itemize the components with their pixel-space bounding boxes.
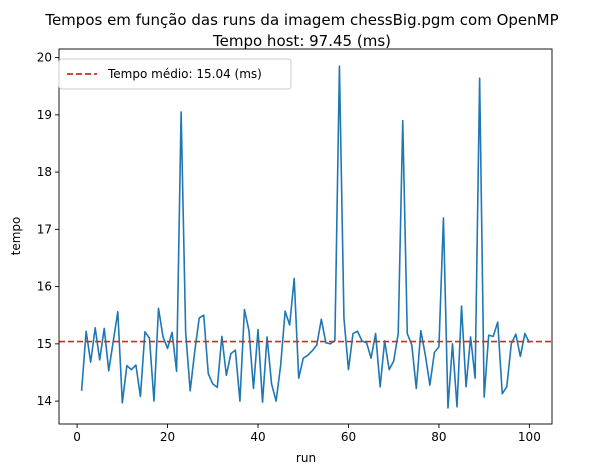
legend-box: [58, 58, 292, 90]
x-tick-label: 60: [341, 430, 356, 444]
chart-subtitle: Tempo host: 97.45 (ms): [212, 32, 391, 50]
plot-area: [58, 48, 553, 425]
y-axis: 14 15 16 17 18 19 20: [37, 51, 59, 408]
x-tick-label: 20: [160, 430, 175, 444]
x-tick-label: 80: [431, 430, 446, 444]
chart-title: Tempos em função das runs da imagem ches…: [44, 11, 558, 29]
y-tick-label: 15: [37, 337, 52, 351]
y-tick-label: 17: [37, 222, 52, 236]
legend: Tempo médio: 15.04 (ms): [58, 58, 292, 90]
y-axis-label: tempo: [9, 217, 23, 256]
x-axis: 0 20 40 60 80 100: [73, 424, 541, 444]
x-axis-label: run: [296, 451, 316, 465]
x-tick-label: 100: [518, 430, 541, 444]
x-tick-label: 0: [73, 430, 81, 444]
y-tick-label: 20: [37, 51, 52, 65]
series-line: [80, 65, 531, 409]
y-tick-label: 14: [37, 394, 52, 408]
y-tick-label: 19: [37, 108, 52, 122]
plot-frame: [58, 48, 553, 425]
x-tick-label: 40: [250, 430, 265, 444]
y-tick-label: 16: [37, 280, 52, 294]
legend-label-mean: Tempo médio: 15.04 (ms): [107, 67, 262, 81]
y-tick-label: 18: [37, 165, 52, 179]
